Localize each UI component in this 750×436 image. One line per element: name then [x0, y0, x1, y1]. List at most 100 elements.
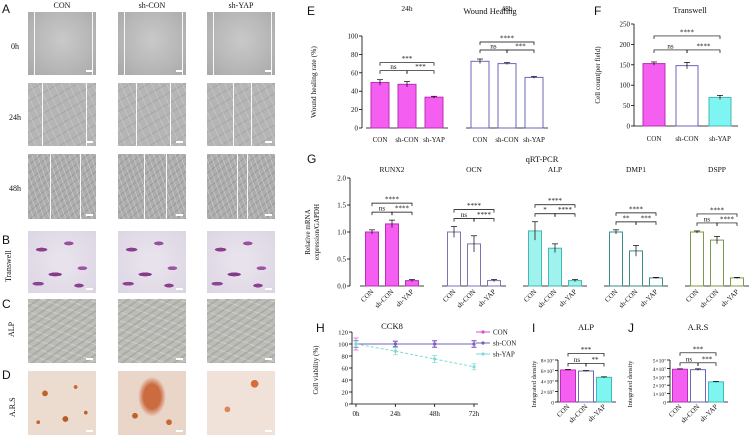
i-bar — [578, 370, 594, 403]
i-category-label: sh-YAP — [586, 403, 607, 424]
e-48h-significance-label: ns — [490, 43, 497, 51]
i-y-tick-label: 0 — [551, 401, 554, 407]
j-significance-label: *** — [693, 345, 704, 353]
e-y-tick-label: 100 — [348, 33, 359, 41]
i-significance-label: *** — [581, 346, 592, 354]
scratch-line — [166, 154, 167, 219]
scratch-line — [271, 12, 272, 75]
scale-bar — [86, 70, 93, 72]
g-y-tick-label: 1.0 — [337, 229, 346, 237]
g-y-tick-label: 0.0 — [337, 283, 346, 291]
g-alp-category-label: CON — [522, 288, 538, 304]
i-bar — [560, 369, 576, 403]
e-48h-significance-bracket — [506, 49, 535, 53]
i-significance-bracket — [585, 363, 605, 367]
f-y-tick-label: 0 — [627, 123, 631, 131]
e-24h-significance-label: *** — [402, 55, 413, 63]
h-y-tick-label: 80 — [342, 354, 349, 361]
e-48h-category-label: sh-CON — [495, 136, 518, 144]
e-group-label: 48h — [501, 4, 513, 13]
micrograph-wound-24h-sh-con — [117, 82, 187, 147]
g-alp-significance-label: **** — [548, 197, 563, 205]
micrograph-wound-48h-sh-con — [117, 153, 187, 220]
g-ocn-significance-label: ns — [461, 211, 468, 219]
h-point — [393, 349, 397, 353]
micrograph-wound-0h-sh-yap — [206, 11, 276, 76]
g-alp-category-label: sh-CON — [536, 288, 558, 310]
panel-label-c: C — [2, 297, 11, 311]
h-legend-marker — [481, 341, 485, 345]
i-title: ALP — [578, 322, 594, 332]
g-gene-label: OCN — [466, 165, 482, 174]
scratch-line — [247, 154, 248, 219]
h-point — [472, 342, 476, 346]
f-category-label: CON — [647, 135, 662, 143]
g-dspp-category-label: sh-CON — [698, 288, 720, 310]
panel-label-g: G — [307, 152, 317, 166]
g-y-tick-label: 1.5 — [337, 202, 346, 210]
g-dspp-significance-bracket — [696, 213, 738, 217]
g-runx2-significance-label: **** — [395, 205, 410, 213]
j-significance-bracket — [697, 362, 717, 366]
micrograph-alp-stain-sh-yap — [206, 298, 276, 364]
e-y-tick-label: 40 — [351, 88, 359, 96]
column-label-con: CON — [53, 1, 71, 10]
e-24h-significance-bracket — [379, 62, 435, 66]
j-y-tick-label: 2×10⁷ — [653, 384, 666, 390]
h-point — [472, 365, 476, 369]
h-point — [393, 342, 397, 346]
scale-bar — [265, 70, 272, 72]
e-y-tick-label: 60 — [351, 69, 359, 77]
scratch-line — [50, 154, 51, 219]
g-runx2-category-label: sh-YAP — [394, 288, 415, 309]
g-alp-significance-bracket — [534, 204, 576, 208]
i-significance-bracket — [567, 353, 605, 357]
scratch-line — [213, 12, 214, 75]
scale-bar — [265, 141, 272, 143]
h-y-tick-label: 40 — [342, 378, 349, 385]
scale-bar — [265, 430, 272, 432]
e-y-tick-label: 0 — [355, 125, 359, 133]
column-label-sh-con: sh-CON — [138, 1, 166, 10]
scratch-line — [144, 154, 145, 219]
g-dspp-category-label: sh-YAP — [719, 288, 740, 309]
g-ocn-category-label: CON — [441, 288, 457, 304]
g-dspp-bar — [690, 231, 704, 287]
scratch-line — [170, 83, 171, 146]
f-significance-label: **** — [697, 42, 712, 50]
scale-bar — [265, 358, 272, 360]
micrograph-wound-48h-sh-yap — [206, 153, 276, 220]
micrograph-ars-stain-sh-yap — [206, 370, 276, 436]
j-y-tick-label: 5×10⁷ — [653, 359, 666, 365]
h-y-tick-label: 100 — [338, 342, 348, 349]
j-y-tick-label: 4×10⁷ — [653, 367, 666, 373]
j-title: A.R.S — [688, 322, 709, 332]
f-significance-label: ns — [667, 42, 674, 50]
g-dmp1-significance-label: *** — [641, 214, 652, 222]
scratch-line — [42, 83, 43, 146]
g-ocn-significance-bracket — [453, 209, 495, 213]
g-dspp-significance-bracket — [716, 222, 738, 226]
chart-ars-density: 0 1×10⁷ 2×10⁷ 3×10⁷ 4×10⁷ 5×10⁷ Integrated den… — [627, 322, 728, 425]
micrograph-wound-0h-sh-con — [117, 11, 187, 76]
e-y-tick-label: 20 — [351, 106, 359, 114]
g-ocn-significance-bracket — [473, 218, 495, 222]
g-gene-label: DSPP — [708, 165, 726, 174]
micrograph-wound-0h-con — [27, 11, 97, 76]
g-dmp1-significance-bracket — [615, 212, 657, 216]
f-y-axis-title: Cell count(per field) — [594, 46, 602, 104]
row-label-transwell: Transwell — [4, 250, 13, 282]
panel-label-d: D — [2, 368, 11, 382]
f-bar — [675, 65, 699, 127]
scratch-line — [92, 12, 93, 75]
panel-label-e: E — [307, 4, 316, 18]
g-alp-category-label: sh-YAP — [557, 288, 578, 309]
g-ocn-category-label: sh-YAP — [476, 288, 497, 309]
scale-bar — [265, 214, 272, 216]
g-gene-label: DMP1 — [626, 165, 646, 174]
row-label-alp: ALP — [7, 321, 16, 337]
panel-label-a: A — [2, 2, 11, 16]
h-y-axis-title: Cell viability (%) — [312, 345, 320, 395]
f-bar — [708, 96, 732, 127]
